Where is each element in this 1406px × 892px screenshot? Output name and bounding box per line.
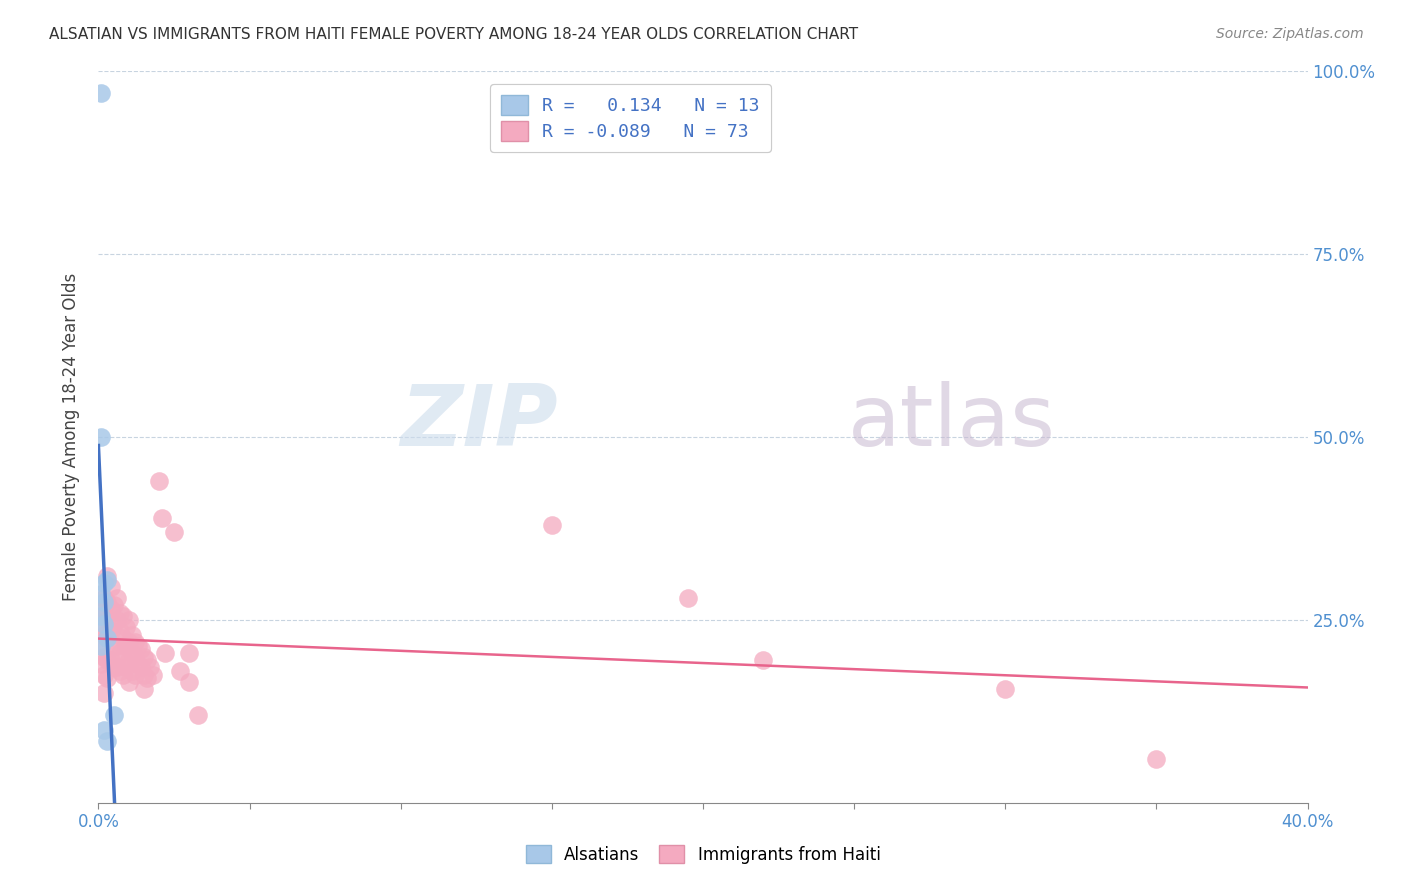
Point — [105, 591, 128, 605]
Point — [111, 667, 134, 681]
Point — [118, 675, 141, 690]
Point — [111, 649, 134, 664]
Point — [142, 667, 165, 681]
Point — [132, 649, 155, 664]
Point — [153, 646, 176, 660]
Point — [103, 599, 125, 613]
Point — [994, 682, 1017, 697]
Point — [93, 649, 115, 664]
Point — [90, 587, 112, 601]
Point — [100, 653, 122, 667]
Point — [96, 594, 118, 608]
Point — [100, 580, 122, 594]
Point — [129, 660, 152, 674]
Point — [93, 591, 115, 605]
Point — [96, 573, 118, 587]
Point — [93, 609, 115, 624]
Point — [93, 686, 115, 700]
Point — [100, 602, 122, 616]
Point — [108, 664, 131, 678]
Point — [93, 576, 115, 591]
Point — [108, 606, 131, 620]
Point — [96, 569, 118, 583]
Point — [96, 653, 118, 667]
Y-axis label: Female Poverty Among 18-24 Year Olds: Female Poverty Among 18-24 Year Olds — [62, 273, 80, 601]
Point — [96, 613, 118, 627]
Point — [90, 602, 112, 616]
Point — [103, 708, 125, 723]
Point — [124, 635, 146, 649]
Point — [179, 646, 201, 660]
Text: ZIP: ZIP — [401, 381, 558, 464]
Text: ALSATIAN VS IMMIGRANTS FROM HAITI FEMALE POVERTY AMONG 18-24 YEAR OLDS CORRELATI: ALSATIAN VS IMMIGRANTS FROM HAITI FEMALE… — [49, 27, 858, 42]
Point — [118, 635, 141, 649]
Text: Source: ZipAtlas.com: Source: ZipAtlas.com — [1216, 27, 1364, 41]
Point — [90, 609, 112, 624]
Point — [676, 591, 699, 605]
Point — [114, 639, 136, 653]
Point — [124, 667, 146, 681]
Point — [1144, 752, 1167, 766]
Point — [169, 664, 191, 678]
Point — [132, 667, 155, 681]
Point — [93, 594, 115, 608]
Point — [121, 664, 143, 678]
Point — [96, 632, 118, 646]
Point — [127, 657, 149, 671]
Point — [135, 653, 157, 667]
Point — [132, 682, 155, 697]
Text: atlas: atlas — [848, 381, 1056, 464]
Point — [93, 667, 115, 681]
Point — [135, 672, 157, 686]
Point — [105, 660, 128, 674]
Point — [96, 672, 118, 686]
Point — [111, 632, 134, 646]
Point — [118, 613, 141, 627]
Point — [90, 620, 112, 634]
Point — [163, 525, 186, 540]
Point — [96, 632, 118, 646]
Point — [90, 430, 112, 444]
Point — [150, 510, 173, 524]
Point — [100, 624, 122, 638]
Point — [114, 620, 136, 634]
Point — [127, 639, 149, 653]
Point — [105, 639, 128, 653]
Point — [124, 649, 146, 664]
Point — [96, 733, 118, 747]
Point — [121, 646, 143, 660]
Point — [139, 660, 162, 674]
Point — [90, 639, 112, 653]
Point — [105, 613, 128, 627]
Point — [108, 646, 131, 660]
Point — [93, 723, 115, 737]
Point — [90, 657, 112, 671]
Point — [103, 660, 125, 674]
Point — [187, 708, 209, 723]
Point — [118, 653, 141, 667]
Point — [148, 474, 170, 488]
Point — [103, 639, 125, 653]
Point — [90, 87, 112, 101]
Legend: R =   0.134   N = 13, R = -0.089   N = 73: R = 0.134 N = 13, R = -0.089 N = 73 — [491, 84, 770, 152]
Point — [540, 517, 562, 532]
Point — [93, 616, 115, 631]
Point — [93, 627, 115, 641]
Point — [179, 675, 201, 690]
Point — [108, 624, 131, 638]
Point — [752, 653, 775, 667]
Point — [90, 639, 112, 653]
Point — [103, 616, 125, 631]
Point — [114, 660, 136, 674]
Legend: Alsatians, Immigrants from Haiti: Alsatians, Immigrants from Haiti — [519, 838, 887, 871]
Point — [121, 627, 143, 641]
Point — [111, 609, 134, 624]
Point — [129, 642, 152, 657]
